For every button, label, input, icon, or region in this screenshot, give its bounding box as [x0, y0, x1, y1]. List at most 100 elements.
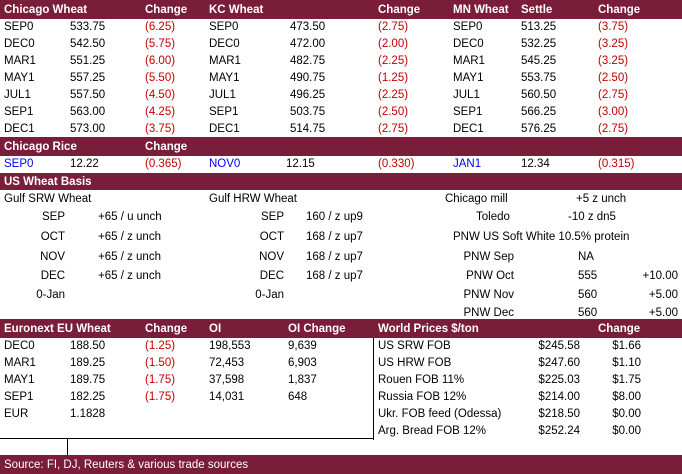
source-divider-vertical: [67, 438, 68, 455]
euronext-oi-header: OI: [209, 323, 222, 335]
chicago-mill-label: Chicago mill: [445, 193, 508, 205]
world-price-change: $0.00: [612, 408, 641, 420]
rice-price-3: 12.34: [521, 158, 550, 170]
chicago-wheat-change: (6.00): [145, 55, 176, 67]
source-band: [0, 455, 682, 474]
chicago-wheat-price: 573.00: [70, 123, 106, 135]
mn-wheat-change: (2.75): [598, 123, 629, 135]
mn-wheat-month: DEC0: [453, 38, 484, 50]
eur-label: EUR: [4, 408, 29, 420]
mn-wheat-month: JUL1: [453, 89, 480, 101]
euronext-month: MAY1: [4, 374, 35, 386]
world-price-name: Arg. Bread FOB 12%: [378, 425, 487, 437]
kc-wheat-price: 473.50: [290, 21, 326, 33]
mn-wheat-price: 576.25: [521, 123, 557, 135]
euronext-month: MAR1: [4, 357, 36, 369]
srw-basis-month: 0-Jan: [36, 289, 65, 301]
hrw-basis-month: OCT: [259, 231, 284, 243]
chicago-wheat-month: SEP1: [4, 106, 34, 118]
chicago-wheat-month: MAR1: [4, 55, 36, 67]
kc-wheat-price: 490.75: [290, 72, 326, 84]
chicago-wheat-change: (6.25): [145, 21, 176, 33]
rice-price-2: 12.15: [286, 158, 315, 170]
mn-wheat-price: 553.75: [521, 72, 557, 84]
euronext-divider-bottom: [0, 438, 374, 439]
euronext-oi-change: 1,837: [288, 374, 317, 386]
kc-wheat-change: (1.25): [378, 72, 409, 84]
euronext-change: (1.25): [145, 340, 176, 352]
rice-change-2: (0.330): [378, 158, 415, 170]
kc-wheat-price: 496.25: [290, 89, 326, 101]
euronext-price: 182.25: [70, 391, 106, 403]
chicago-wheat-price: 557.25: [70, 72, 106, 84]
world-price-value: $245.58: [538, 340, 580, 352]
euronext-oi: 14,031: [209, 391, 245, 403]
chicago-wheat-change: (3.75): [145, 123, 176, 135]
rice-change-3: (0.315): [598, 158, 635, 170]
pnw-price: 560: [578, 289, 598, 301]
euronext-price: 188.50: [70, 340, 106, 352]
chicago-wheat-month: MAY1: [4, 72, 35, 84]
kc-wheat-price: 472.00: [290, 38, 326, 50]
mn-wheat-header: MN Wheat: [453, 4, 509, 16]
kc-wheat-price: 514.75: [290, 123, 326, 135]
world-price-value: $218.50: [538, 408, 580, 420]
mn-wheat-month: SEP0: [453, 21, 483, 33]
hrw-basis-month: NOV: [259, 251, 284, 263]
pnw-change: +10.00: [642, 270, 679, 282]
pnw-price: 555: [578, 270, 598, 282]
mn-wheat-price: 545.25: [521, 55, 557, 67]
srw-basis-month: SEP: [41, 211, 65, 223]
world-price-change: $8.00: [612, 391, 641, 403]
chicago-wheat-header: Chicago Wheat: [4, 4, 88, 16]
rice-month-1: SEP0: [4, 158, 34, 170]
mn-wheat-month: MAR1: [453, 55, 485, 67]
rice-change-header: Change: [145, 141, 188, 153]
wheat-header-band: [0, 0, 682, 19]
world-price-name: Ukr. FOB feed (Odessa): [378, 408, 502, 420]
hrw-basis-month: 0-Jan: [255, 289, 284, 301]
kc-change-header: Change: [378, 4, 421, 16]
kc-wheat-month: SEP0: [209, 21, 239, 33]
pnw-change: +5.00: [648, 289, 678, 301]
kc-wheat-month: MAY1: [209, 72, 240, 84]
rice-header-band: [0, 137, 682, 156]
euronext-month: DEC0: [4, 340, 35, 352]
pnw-title: PNW US Soft White 10.5% protein: [453, 231, 630, 243]
euronext-oi: 37,598: [209, 374, 245, 386]
pnw-price: NA: [578, 251, 594, 263]
world-price-change: $1.75: [612, 374, 641, 386]
mn-wheat-change: (2.75): [598, 89, 629, 101]
hrw-basis-month: SEP: [260, 211, 284, 223]
pnw-month: PNW Sep: [463, 251, 515, 263]
hrw-basis-month: DEC: [259, 270, 284, 282]
kc-wheat-month: DEC0: [209, 38, 240, 50]
chicago-wheat-price: 551.25: [70, 55, 106, 67]
chicago-wheat-price: 557.50: [70, 89, 106, 101]
kc-wheat-price: 482.75: [290, 55, 326, 67]
euronext-oi-change: 648: [288, 391, 308, 403]
mn-wheat-month: SEP1: [453, 106, 483, 118]
mn-settle-header: Settle: [521, 4, 553, 16]
kc-wheat-header: KC Wheat: [209, 4, 264, 16]
chicago-wheat-month: DEC0: [4, 38, 35, 50]
world-price-name: Russia FOB 12%: [378, 391, 467, 403]
world-price-value: $247.60: [538, 357, 580, 369]
chicago-wheat-price: 542.50: [70, 38, 106, 50]
kc-wheat-month: MAR1: [209, 55, 241, 67]
pnw-change: +5.00: [648, 307, 678, 319]
mn-wheat-month: MAY1: [453, 72, 484, 84]
euronext-change: (1.75): [145, 391, 176, 403]
mn-change-header: Change: [598, 4, 641, 16]
chicago-wheat-change: (5.50): [145, 72, 176, 84]
world-divider-vertical: [373, 338, 374, 440]
gulf-hrw-title: Gulf HRW Wheat: [209, 193, 297, 205]
mn-wheat-change: (3.25): [598, 38, 629, 50]
mn-wheat-price: 560.50: [521, 89, 557, 101]
source-note: Source: FI, DJ, Reuters & various trade …: [4, 459, 249, 471]
euronext-oi: 72,453: [209, 357, 245, 369]
chicago-wheat-change: (5.75): [145, 38, 176, 50]
kc-wheat-price: 503.75: [290, 106, 326, 118]
chicago-mill-value: +5 z unch: [576, 193, 627, 205]
euronext-oi: 198,553: [209, 340, 251, 352]
